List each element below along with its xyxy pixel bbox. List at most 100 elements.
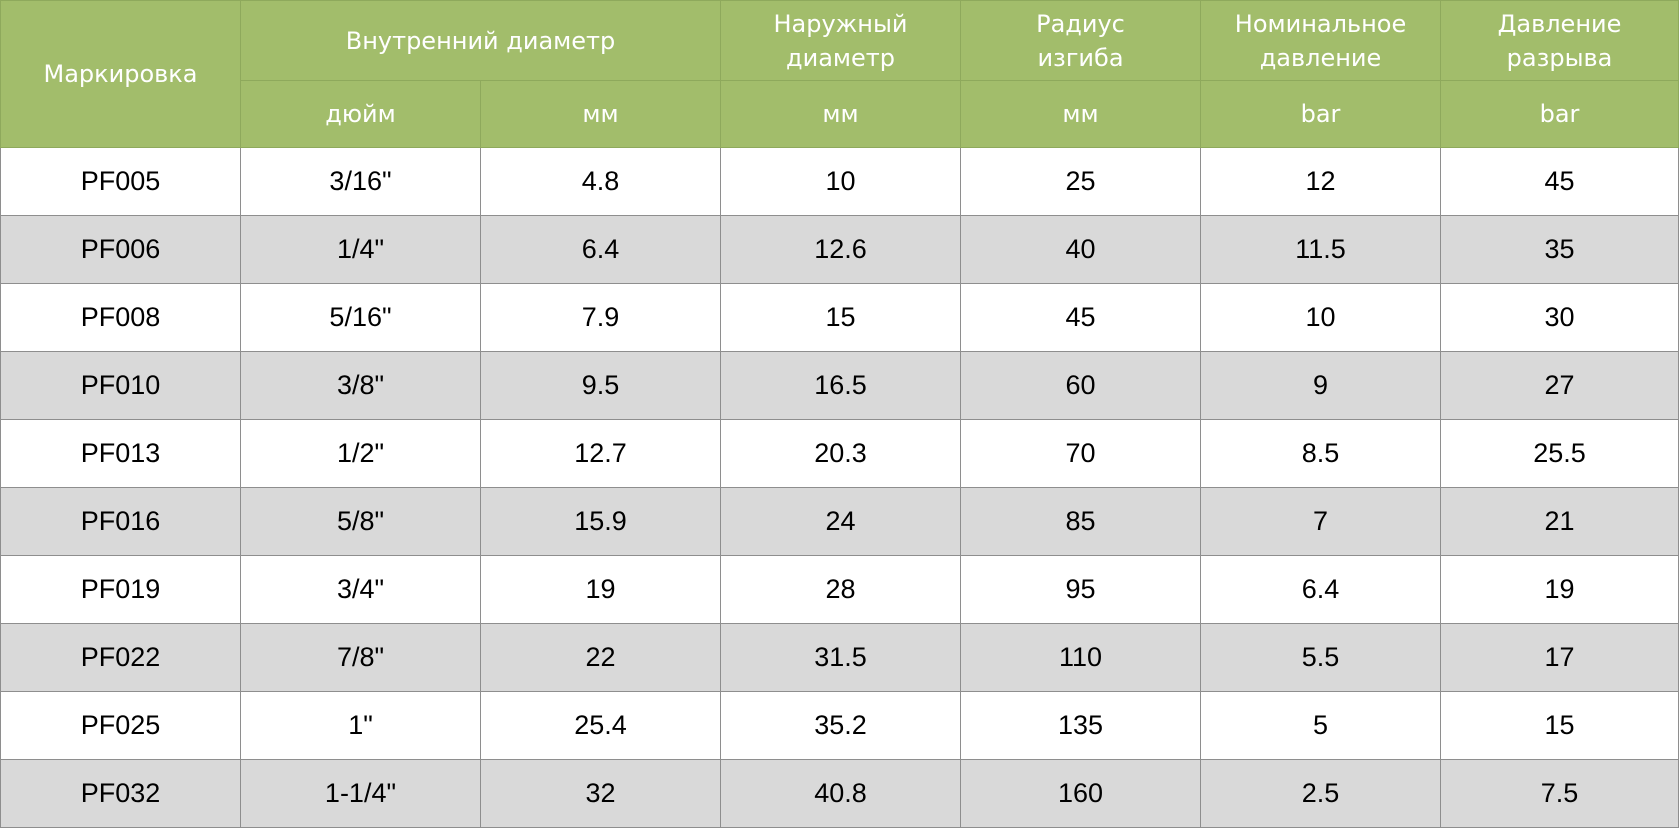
table-row: PF025 1" 25.4 35.2 135 5 15 — [0, 691, 1679, 760]
cell-inner-mm: 15.9 — [480, 487, 721, 556]
cell-marking: PF025 — [0, 691, 241, 760]
cell-burst-pressure: 19 — [1440, 555, 1679, 624]
cell-nominal-pressure: 10 — [1200, 283, 1441, 352]
header-row-titles: Маркировка Внутренний диаметр Наружный д… — [0, 0, 1679, 148]
cell-marking: PF006 — [0, 215, 241, 284]
cell-inner-mm: 19 — [480, 555, 721, 624]
cell-outer-mm: 31.5 — [720, 623, 961, 692]
cell-inner-inch: 5/16" — [240, 283, 481, 352]
unit-nominal-bar: bar — [1200, 80, 1441, 148]
table-row: PF032 1-1/4" 32 40.8 160 2.5 7.5 — [0, 759, 1679, 828]
table-row: PF006 1/4" 6.4 12.6 40 11.5 35 — [0, 215, 1679, 284]
cell-outer-mm: 35.2 — [720, 691, 961, 760]
cell-marking: PF019 — [0, 555, 241, 624]
header-row-units: дюйм мм мм мм bar bar — [1, 80, 1679, 148]
cell-inner-mm: 7.9 — [480, 283, 721, 352]
cell-inner-inch: 7/8" — [240, 623, 481, 692]
unit-inner-inch: дюйм — [240, 80, 481, 148]
cell-inner-mm: 12.7 — [480, 419, 721, 488]
cell-inner-inch: 3/4" — [240, 555, 481, 624]
cell-inner-inch: 3/8" — [240, 351, 481, 420]
cell-inner-mm: 9.5 — [480, 351, 721, 420]
unit-bend-mm: мм — [960, 80, 1201, 148]
cell-inner-inch: 3/16" — [240, 147, 481, 216]
cell-burst-pressure: 15 — [1440, 691, 1679, 760]
cell-inner-mm: 25.4 — [480, 691, 721, 760]
table-row: PF005 3/16" 4.8 10 25 12 45 — [0, 147, 1679, 216]
header-nominal-pressure: Номинальное давление — [1200, 0, 1441, 81]
cell-outer-mm: 20.3 — [720, 419, 961, 488]
table-row: PF016 5/8" 15.9 24 85 7 21 — [0, 487, 1679, 556]
cell-outer-mm: 28 — [720, 555, 961, 624]
cell-nominal-pressure: 2.5 — [1200, 759, 1441, 828]
cell-bend-radius: 25 — [960, 147, 1201, 216]
table-row: PF022 7/8" 22 31.5 110 5.5 17 — [0, 623, 1679, 692]
header-nominal-pressure-line2: давление — [1259, 43, 1382, 72]
cell-burst-pressure: 35 — [1440, 215, 1679, 284]
cell-bend-radius: 110 — [960, 623, 1201, 692]
cell-inner-mm: 22 — [480, 623, 721, 692]
cell-nominal-pressure: 5 — [1200, 691, 1441, 760]
cell-marking: PF008 — [0, 283, 241, 352]
header-bend-radius-line2: изгиба — [1037, 43, 1124, 72]
cell-burst-pressure: 25.5 — [1440, 419, 1679, 488]
cell-inner-inch: 1" — [240, 691, 481, 760]
cell-nominal-pressure: 6.4 — [1200, 555, 1441, 624]
table-header: Маркировка Внутренний диаметр Наружный д… — [0, 0, 1679, 148]
header-inner-diameter: Внутренний диаметр — [240, 0, 721, 81]
table-row: PF019 3/4" 19 28 95 6.4 19 — [0, 555, 1679, 624]
table-row: PF008 5/16" 7.9 15 45 10 30 — [0, 283, 1679, 352]
header-burst-pressure-line1: Давление — [1497, 9, 1622, 38]
cell-bend-radius: 60 — [960, 351, 1201, 420]
cell-burst-pressure: 30 — [1440, 283, 1679, 352]
cell-bend-radius: 160 — [960, 759, 1201, 828]
header-outer-diameter-line1: Наружный — [773, 9, 908, 38]
cell-bend-radius: 95 — [960, 555, 1201, 624]
table-row: PF013 1/2" 12.7 20.3 70 8.5 25.5 — [0, 419, 1679, 488]
table-body: PF005 3/16" 4.8 10 25 12 45 PF006 1/4" 6.4 12.6 40 1… — [0, 147, 1679, 828]
cell-nominal-pressure: 9 — [1200, 351, 1441, 420]
unit-outer-mm: мм — [720, 80, 961, 148]
cell-burst-pressure: 45 — [1440, 147, 1679, 216]
header-bend-radius-line1: Радиус — [1036, 9, 1125, 38]
unit-inner-mm: мм — [480, 80, 721, 148]
cell-burst-pressure: 7.5 — [1440, 759, 1679, 828]
cell-inner-inch: 5/8" — [240, 487, 481, 556]
cell-inner-inch: 1/4" — [240, 215, 481, 284]
cell-nominal-pressure: 7 — [1200, 487, 1441, 556]
cell-inner-inch: 1/2" — [240, 419, 481, 488]
header-nominal-pressure-line1: Номинальное — [1234, 9, 1407, 38]
cell-marking: PF016 — [0, 487, 241, 556]
cell-nominal-pressure: 12 — [1200, 147, 1441, 216]
cell-inner-mm: 4.8 — [480, 147, 721, 216]
cell-outer-mm: 10 — [720, 147, 961, 216]
cell-outer-mm: 15 — [720, 283, 961, 352]
cell-burst-pressure: 17 — [1440, 623, 1679, 692]
cell-burst-pressure: 21 — [1440, 487, 1679, 556]
cell-inner-mm: 32 — [480, 759, 721, 828]
cell-nominal-pressure: 5.5 — [1200, 623, 1441, 692]
cell-bend-radius: 70 — [960, 419, 1201, 488]
cell-bend-radius: 40 — [960, 215, 1201, 284]
cell-marking: PF005 — [0, 147, 241, 216]
cell-bend-radius: 135 — [960, 691, 1201, 760]
cell-bend-radius: 45 — [960, 283, 1201, 352]
cell-outer-mm: 16.5 — [720, 351, 961, 420]
cell-nominal-pressure: 8.5 — [1200, 419, 1441, 488]
header-outer-diameter-line2: диаметр — [786, 43, 895, 72]
cell-marking: PF013 — [0, 419, 241, 488]
cell-outer-mm: 24 — [720, 487, 961, 556]
table-row: PF010 3/8" 9.5 16.5 60 9 27 — [0, 351, 1679, 420]
cell-bend-radius: 85 — [960, 487, 1201, 556]
header-burst-pressure: Давление разрыва — [1440, 0, 1679, 81]
cell-inner-mm: 6.4 — [480, 215, 721, 284]
cell-nominal-pressure: 11.5 — [1200, 215, 1441, 284]
cell-marking: PF022 — [0, 623, 241, 692]
header-outer-diameter: Наружный диаметр — [720, 0, 961, 81]
cell-inner-inch: 1-1/4" — [240, 759, 481, 828]
cell-outer-mm: 12.6 — [720, 215, 961, 284]
cell-burst-pressure: 27 — [1440, 351, 1679, 420]
cell-marking: PF032 — [0, 759, 241, 828]
header-burst-pressure-line2: разрыва — [1506, 43, 1613, 72]
